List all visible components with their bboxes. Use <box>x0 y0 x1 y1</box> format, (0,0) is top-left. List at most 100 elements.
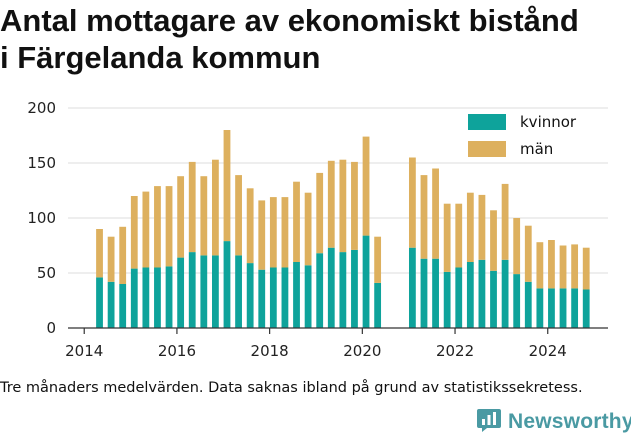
bar-kvinnor <box>432 258 439 328</box>
bar-kvinnor <box>466 262 474 328</box>
bar-man <box>524 225 532 282</box>
y-tick-label: 0 <box>46 319 56 337</box>
bar-man <box>142 191 150 268</box>
bar-man <box>177 176 185 258</box>
bar-kvinnor <box>281 267 289 328</box>
bar-kvinnor <box>304 265 312 328</box>
bar-man <box>327 160 335 248</box>
bar-man <box>188 161 196 253</box>
bar-man <box>200 176 208 256</box>
legend: kvinnor män <box>468 113 577 158</box>
bar-man <box>165 186 173 267</box>
title-line-2: i Färgelanda kommun <box>0 40 321 75</box>
bar-kvinnor <box>258 269 266 328</box>
bar-man <box>269 197 277 268</box>
bar-chart-logo-icon <box>476 407 502 437</box>
bar-man <box>420 175 428 259</box>
bar-man <box>130 196 138 269</box>
bar-kvinnor <box>559 288 567 328</box>
bar-man <box>513 218 521 275</box>
bar-kvinnor <box>420 258 428 328</box>
bar-kvinnor <box>548 288 555 328</box>
bar-kvinnor <box>582 289 590 328</box>
bar-kvinnor <box>316 253 324 328</box>
bar-kvinnor <box>293 262 300 328</box>
brand-logo[interactable]: Newsworthy <box>476 407 631 437</box>
bar-man <box>466 192 474 262</box>
x-tick-label: 2018 <box>251 342 289 360</box>
bar-kvinnor <box>339 252 347 328</box>
x-tick-label: 2014 <box>65 342 103 360</box>
bar-kvinnor <box>200 255 208 328</box>
bar-man <box>559 245 567 289</box>
bar-kvinnor <box>211 255 219 328</box>
legend-item-kvinnor: kvinnor <box>468 113 577 131</box>
bar-kvinnor <box>536 288 544 328</box>
x-tick-label: 2016 <box>158 342 196 360</box>
bar-man <box>281 197 289 268</box>
bar-man <box>258 200 266 270</box>
footnote: Tre månaders medelvärden. Data saknas ib… <box>0 380 583 396</box>
bar-man <box>443 203 451 272</box>
y-tick-label: 150 <box>27 154 56 172</box>
bar-kvinnor <box>513 274 521 328</box>
bar-kvinnor <box>96 277 103 328</box>
bar-kvinnor <box>177 257 185 328</box>
bar-man <box>455 203 463 268</box>
bar-kvinnor <box>269 267 277 328</box>
legend-swatch <box>468 141 506 157</box>
bar-kvinnor <box>351 249 358 328</box>
bar-man <box>571 244 579 289</box>
bar-kvinnor <box>107 281 115 328</box>
bar-man <box>501 183 509 260</box>
bar-kvinnor <box>490 270 497 328</box>
bar-man <box>339 159 347 253</box>
bar-kvinnor <box>501 259 509 328</box>
bar-man <box>351 161 358 250</box>
y-tick-label: 50 <box>37 264 56 282</box>
bar-kvinnor <box>524 281 532 328</box>
bar-kvinnor <box>246 263 254 328</box>
legend-label: kvinnor <box>520 113 577 131</box>
bar-man <box>304 192 312 266</box>
legend-swatch <box>468 114 506 130</box>
brand-name: Newsworthy <box>508 410 631 433</box>
x-tick-label: 2020 <box>343 342 381 360</box>
bar-kvinnor <box>327 247 335 328</box>
bar-kvinnor <box>455 267 463 328</box>
bar-kvinnor <box>362 235 370 328</box>
bar-kvinnor <box>443 271 451 328</box>
bar-man <box>119 226 127 284</box>
y-tick-label: 100 <box>27 209 56 227</box>
y-axis-ticks: 0 50 100 150 200 <box>27 99 56 337</box>
bar-kvinnor <box>154 267 161 328</box>
bar-kvinnor <box>130 268 138 328</box>
stacked-bar-chart: 0 50 100 150 200 2014 2016 2018 2020 2022 2024 kv… <box>27 99 608 360</box>
bar-man <box>235 175 242 256</box>
bar-kvinnor <box>223 241 231 328</box>
bars <box>96 130 590 328</box>
bar-man <box>107 236 115 282</box>
bar-man <box>246 188 254 264</box>
bar-kvinnor <box>235 255 242 328</box>
y-tick-label: 200 <box>27 99 56 117</box>
bar-kvinnor <box>374 282 382 328</box>
bar-kvinnor <box>142 267 150 328</box>
title-line-1: Antal mottagare av ekonomiskt bistånd <box>0 3 579 38</box>
bar-man <box>582 247 590 290</box>
bar-man <box>374 236 382 283</box>
bar-kvinnor <box>165 266 173 328</box>
x-axis: 2014 2016 2018 2020 2022 2024 <box>65 327 608 360</box>
bar-man <box>432 168 439 259</box>
bar-man <box>211 159 219 256</box>
bar-man <box>154 186 161 268</box>
bar-kvinnor <box>119 284 127 328</box>
bar-man <box>490 210 497 271</box>
bar-kvinnor <box>408 247 416 328</box>
bar-man <box>408 157 416 248</box>
bar-kvinnor <box>478 259 486 328</box>
bar-man <box>96 229 103 278</box>
bar-man <box>536 242 544 289</box>
chart-title: Antal mottagare av ekonomiskt bistånd i … <box>0 2 631 76</box>
bar-man <box>362 136 370 236</box>
